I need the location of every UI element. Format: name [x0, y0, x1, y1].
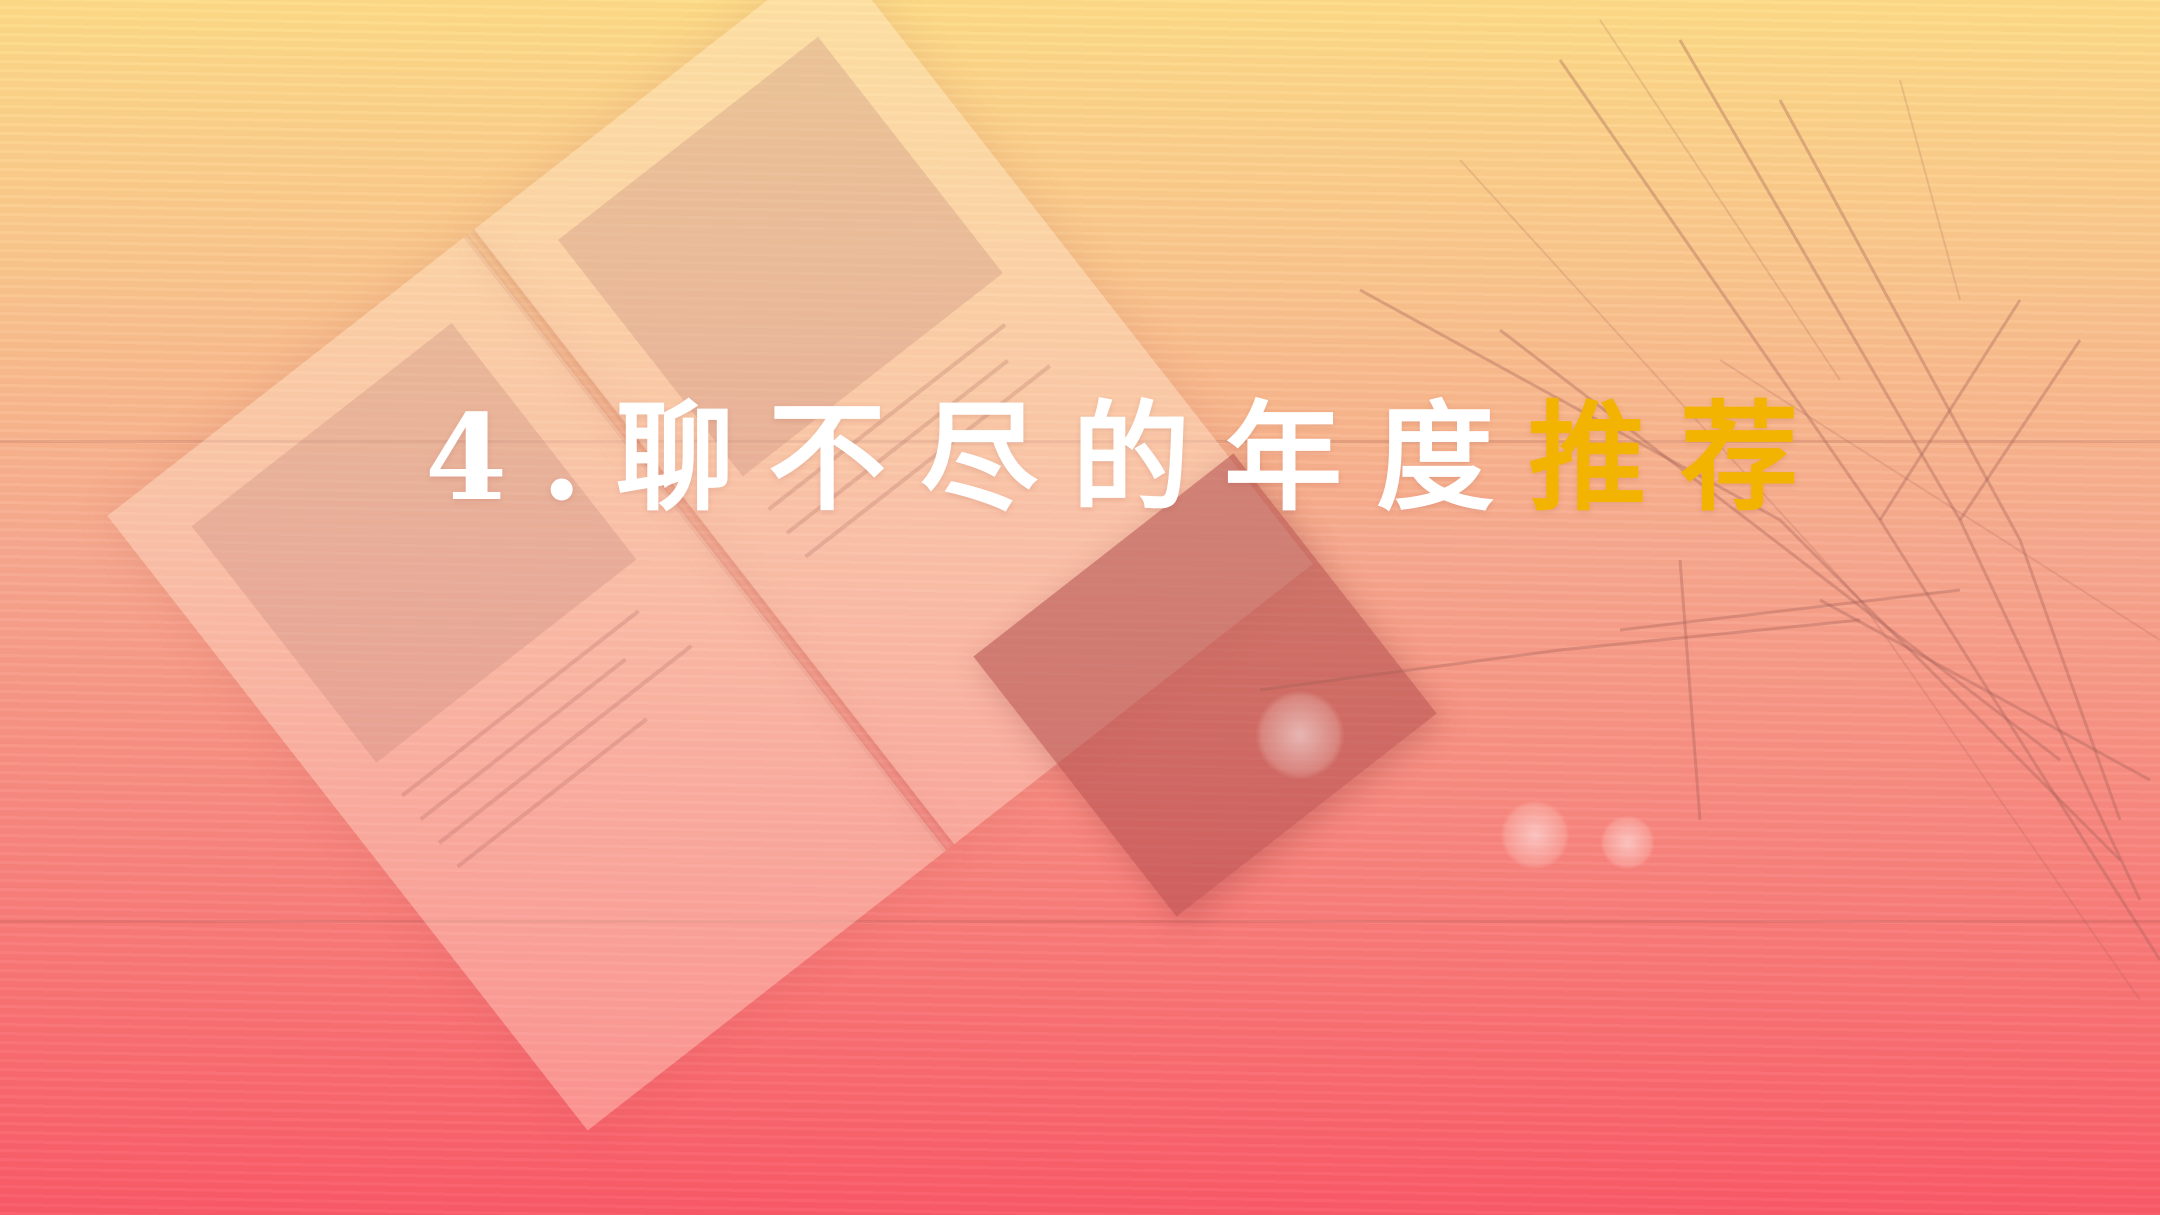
flower-image — [1500, 800, 1570, 870]
flower-image — [1600, 815, 1655, 870]
book-text-line — [456, 717, 648, 869]
slide-title: 4.聊不尽的年度推荐 — [425, 388, 1832, 528]
title-main-text: 4.聊不尽的年度 — [425, 388, 1529, 527]
title-highlight-text: 推荐 — [1528, 388, 1833, 527]
plank-seam — [0, 920, 2160, 923]
dried-branches-image — [1260, 19, 2160, 1001]
flower-image — [1255, 690, 1345, 780]
